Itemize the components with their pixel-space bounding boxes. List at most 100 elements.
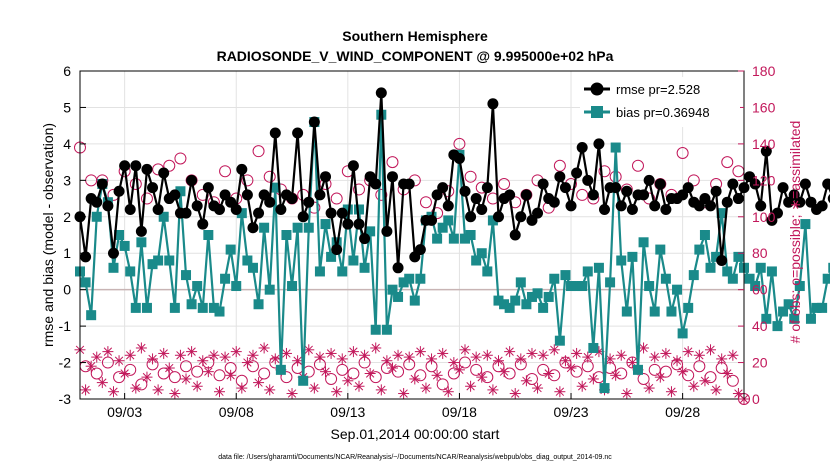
rmse-point: [549, 197, 560, 208]
obs-assimilated-marker: [91, 352, 102, 363]
rmse-point: [381, 226, 392, 237]
bias-point: [728, 274, 738, 284]
bias-point: [477, 248, 487, 258]
rmse-point: [108, 248, 119, 259]
obs-assimilated-marker: [264, 384, 275, 395]
rmse-point: [102, 200, 113, 211]
bias-point: [700, 230, 710, 240]
bias-point: [192, 281, 202, 291]
obs-assimilated-marker: [538, 350, 549, 361]
rmse-point: [454, 153, 465, 164]
rmse-point: [437, 182, 448, 193]
chart-subtitle: RADIOSONDE_V_WIND_COMPONENT @ 9.995000e+…: [217, 48, 614, 64]
y-right-tick-label: 100: [752, 209, 776, 225]
bias-point: [577, 281, 587, 291]
legend-rmse-marker: [591, 83, 604, 96]
rmse-point: [716, 255, 727, 266]
rmse-point: [287, 193, 298, 204]
obs-assimilated-marker: [521, 375, 532, 386]
rmse-point: [465, 211, 476, 222]
rmse-point: [359, 233, 370, 244]
bias-point: [466, 230, 476, 240]
bias-point: [142, 303, 152, 313]
bias-point: [254, 299, 264, 309]
rmse-point: [476, 204, 487, 215]
y-right-tick-label: 40: [752, 318, 768, 334]
rmse-point: [593, 138, 604, 149]
obs-assimilated-marker: [699, 375, 710, 386]
rmse-point: [292, 127, 303, 138]
y-left-tick-label: 3: [63, 172, 71, 188]
bias-point: [432, 234, 442, 244]
rmse-point: [610, 182, 621, 193]
rmse-point: [510, 230, 521, 241]
bias-point: [281, 230, 291, 240]
rmse-point: [660, 204, 671, 215]
bias-point: [265, 285, 275, 295]
rmse-point: [521, 189, 532, 200]
obs-assimilated-marker: [727, 350, 738, 361]
bias-point: [544, 292, 554, 302]
bias-point: [767, 266, 777, 276]
rmse-point: [197, 219, 208, 230]
obs-assimilated-marker: [471, 352, 482, 363]
bias-point: [516, 277, 526, 287]
bias-point: [672, 285, 682, 295]
rmse-point: [309, 117, 320, 128]
rmse-point: [348, 160, 359, 171]
bias-point: [81, 277, 91, 287]
obs-assimilated-marker: [493, 355, 504, 366]
rmse-point: [342, 219, 353, 230]
rmse-point: [192, 200, 203, 211]
y-axis-left-label: rmse and bias (model - observation): [40, 123, 56, 347]
rmse-point: [393, 262, 404, 273]
rmse-point: [404, 178, 415, 189]
obs-assimilated-marker: [543, 368, 554, 379]
obs-assimilated-marker: [80, 384, 91, 395]
obs-assimilated-marker: [398, 388, 409, 399]
bias-point: [650, 307, 660, 317]
legend: rmse pr=2.528 bias pr=0.36948: [580, 77, 740, 127]
rmse-point: [415, 244, 426, 255]
rmse-point: [298, 211, 309, 222]
rmse-point: [733, 193, 744, 204]
bias-point: [806, 314, 816, 324]
y-right-tick-label: 80: [752, 245, 768, 261]
bias-point: [616, 256, 626, 266]
bias-point: [276, 365, 286, 375]
rmse-point: [722, 197, 733, 208]
obs-assimilated-marker: [393, 350, 404, 361]
rmse-point: [487, 98, 498, 109]
rmse-point: [270, 127, 281, 138]
obs-assimilated-marker: [314, 352, 325, 363]
obs-assimilated-marker: [259, 342, 270, 353]
bias-point: [611, 143, 621, 153]
bias-point: [627, 252, 637, 262]
obs-assimilated-marker: [487, 384, 498, 395]
obs-assimilated-marker: [722, 368, 733, 379]
bias-point: [321, 219, 331, 229]
bias-point: [231, 281, 241, 291]
obs-assimilated-marker: [348, 346, 359, 357]
rmse-point: [566, 200, 577, 211]
bias-point: [153, 256, 163, 266]
rmse-point: [621, 186, 632, 197]
y-left-tick-label: 6: [63, 63, 71, 79]
rmse-point: [153, 204, 164, 215]
data-file-note: data file: /Users/gharamti/Documents/NCA…: [218, 454, 612, 461]
obs-assimilated-marker: [342, 375, 353, 386]
bias-point: [415, 274, 425, 284]
rmse-point: [616, 200, 627, 211]
obs-assimilated-marker: [515, 353, 526, 364]
bias-point: [756, 263, 766, 273]
bias-point: [706, 263, 716, 273]
rmse-point: [125, 204, 136, 215]
rmse-point: [114, 186, 125, 197]
legend-bias-label: bias pr=0.36948: [616, 105, 710, 120]
rmse-point: [181, 208, 192, 219]
bias-point: [304, 223, 314, 233]
bias-point: [348, 256, 358, 266]
bias-point: [214, 307, 224, 317]
y-left-tick-label: 0: [63, 282, 71, 298]
rmse-point: [337, 208, 348, 219]
